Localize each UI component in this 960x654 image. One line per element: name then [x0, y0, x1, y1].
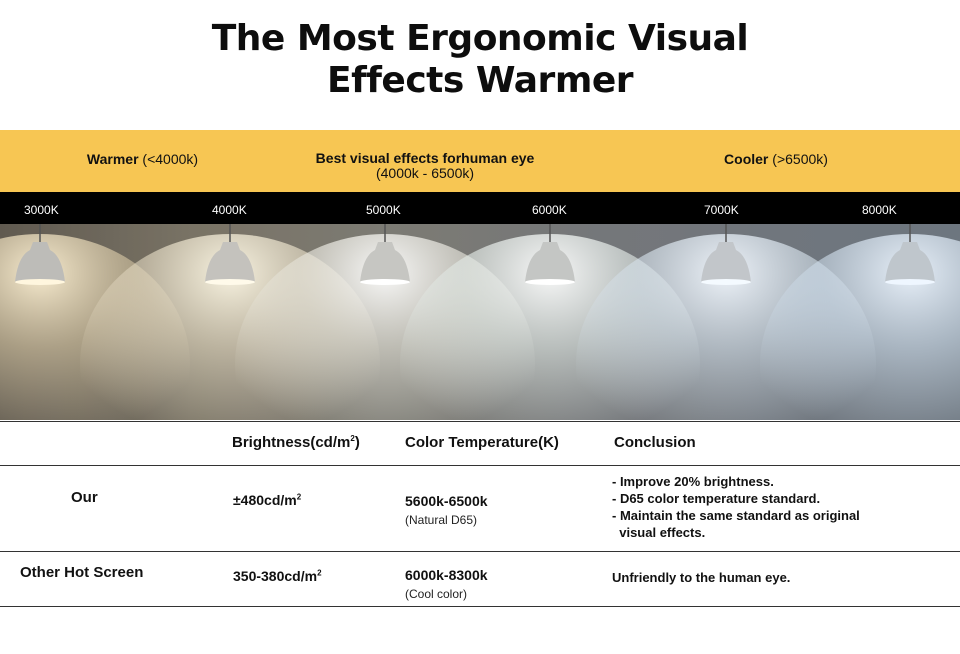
table-header-rule — [0, 465, 960, 466]
row-our-temp: 5600k-6500k — [405, 493, 488, 509]
title-line-2: Effects Warmer — [327, 60, 634, 101]
header-color-temp: Color Temperature(K) — [405, 434, 559, 451]
kelvin-label-5000: 5000K — [366, 203, 401, 217]
page-title: The Most Ergonomic Visual Effects Warmer — [0, 18, 960, 102]
row-other-temp-note: (Cool color) — [405, 587, 468, 601]
warm-range: (<4000k) — [142, 151, 199, 167]
warm-label: Warmer — [86, 151, 139, 167]
lamp-illustration — [0, 224, 960, 420]
lamp-wall-photo — [0, 224, 960, 420]
conclusion-line: - D65 color temperature standard. — [612, 491, 821, 506]
row-label-other: Other Hot Screen — [20, 564, 144, 581]
table-top-rule — [0, 421, 960, 422]
best-range: (4000k - 6500k) — [375, 165, 475, 181]
kelvin-label-4000: 4000K — [212, 203, 247, 217]
kelvin-scale: 3000K 4000K 5000K 6000K 7000K 8000K — [0, 192, 960, 224]
kelvin-label-3000: 3000K — [24, 203, 59, 217]
cool-label: Cooler — [724, 151, 769, 167]
kelvin-label-7000: 7000K — [704, 203, 739, 217]
warm-zone-label: Warmer (<4000k) — [60, 151, 225, 167]
kelvin-label-8000: 8000K — [862, 203, 897, 217]
header-conclusion: Conclusion — [614, 434, 696, 451]
row-our-conclusion: - Improve 20% brightness. - D65 color te… — [612, 473, 860, 541]
best-zone-label: Best visual effects forhuman eye (4000k … — [290, 151, 560, 181]
cool-zone-label: Cooler (>6500k) — [700, 151, 852, 167]
row-other-brightness: 350-380cd/m2 — [233, 568, 322, 584]
row-other-temp: 6000k-8300k — [405, 567, 488, 583]
row-our-temp-note: (Natural D65) — [405, 513, 478, 527]
temperature-band: Warmer (<4000k) Best visual effects forh… — [0, 130, 960, 192]
row-other-conclusion: Unfriendly to the human eye. — [612, 570, 791, 585]
cool-range: (>6500k) — [772, 151, 828, 167]
conclusion-line: - Maintain the same standard as original — [612, 508, 860, 523]
row-our-brightness: ±480cd/m2 — [233, 492, 302, 508]
table-bottom-rule — [0, 606, 960, 607]
conclusion-line: - Improve 20% brightness. — [612, 474, 774, 489]
table-row-rule — [0, 551, 960, 552]
header-brightness: Brightness(cd/m2) — [232, 434, 360, 451]
title-line-1: The Most Ergonomic Visual — [211, 18, 749, 59]
best-label: Best visual effects forhuman eye — [315, 150, 535, 166]
row-label-our: Our — [71, 489, 98, 506]
kelvin-label-6000: 6000K — [532, 203, 567, 217]
lamp-icon — [15, 224, 935, 285]
conclusion-line: visual effects. — [612, 525, 706, 540]
